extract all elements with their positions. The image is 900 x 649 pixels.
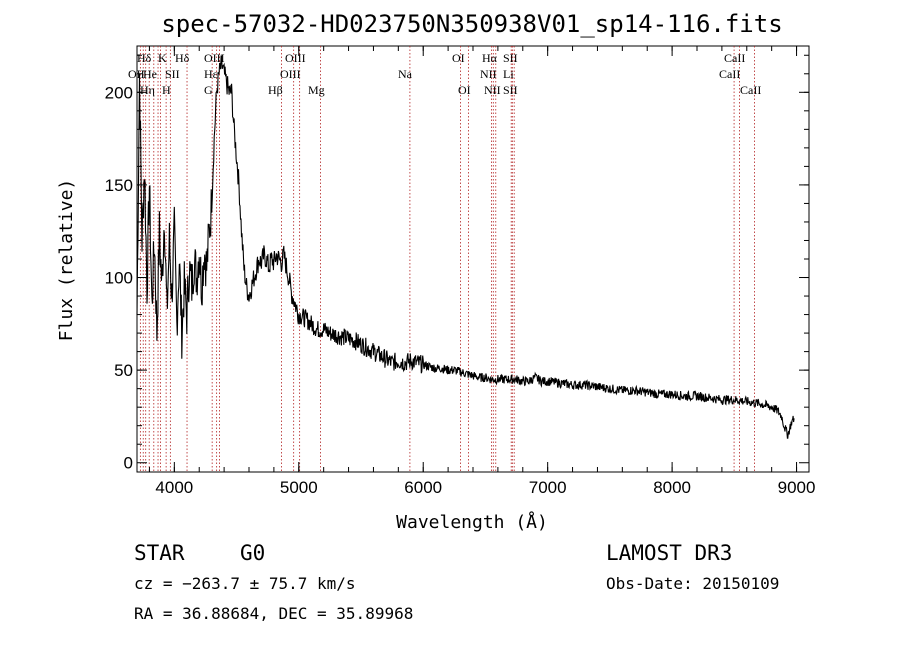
line-label-h: H <box>162 83 171 97</box>
line-label-oiii-2: OIII <box>285 51 306 65</box>
line-label-g: G <box>204 83 213 97</box>
spectral-line-markers <box>139 46 755 472</box>
spectral-line-labels: Hδ K Hδ OIII OIII OI Hα SII CaII OII He … <box>128 51 761 97</box>
line-label-oiii-3: OIII <box>280 67 301 81</box>
line-label-mg: Mg <box>308 83 325 97</box>
line-label-hepsilon: Hε <box>204 67 218 81</box>
line-label-sii-1: SII <box>503 51 518 65</box>
line-label-heta: Hη <box>140 83 155 97</box>
line-label-oi-2: OI <box>458 83 471 97</box>
survey-name: LAMOST DR3 <box>606 541 732 565</box>
line-label-oi-1: OI <box>452 51 465 65</box>
object-subclass: G0 <box>240 541 265 565</box>
line-label-oii: OII <box>128 67 145 81</box>
line-label-hdelta-2: Hδ <box>175 51 190 65</box>
plot-frame <box>136 45 810 473</box>
line-label-oiii-1: OIII <box>204 51 225 65</box>
line-label-halpha: Hα <box>482 51 498 65</box>
ra-dec: RA = 36.88684, DEC = 35.89968 <box>134 604 413 623</box>
y-tick-label: 150 <box>105 176 133 195</box>
x-tick-label: 6000 <box>404 478 442 497</box>
line-label-caii-2: CaII <box>719 67 740 81</box>
y-tick-label: 100 <box>105 269 133 288</box>
line-label-nii-2: NII <box>484 83 501 97</box>
flux-series-line <box>136 55 795 439</box>
axis-ticks: 4000 5000 6000 7000 8000 9000 0 50 100 150 200 <box>105 46 816 497</box>
chart-title: spec-57032-HD023750N350938V01_sp14-116.f… <box>161 10 782 38</box>
x-axis-label: Wavelength (Å) <box>396 511 548 533</box>
line-label-caii-1: CaII <box>724 51 745 65</box>
line-label-sii-2: SII <box>165 67 180 81</box>
y-tick-label: 200 <box>105 83 133 102</box>
x-tick-label: 9000 <box>778 478 816 497</box>
y-tick-label: 50 <box>114 361 133 380</box>
x-tick-label: 5000 <box>280 478 318 497</box>
redshift-cz: cz = −263.7 ± 75.7 km/s <box>134 574 356 593</box>
line-label-he: He <box>143 67 157 81</box>
line-label-caii-3: CaII <box>740 83 761 97</box>
line-label-sii-3: SII <box>503 83 518 97</box>
line-label-na: Na <box>398 67 413 81</box>
line-label-nii-1: NII <box>480 67 497 81</box>
line-label-hbeta: Hβ <box>268 83 283 97</box>
y-tick-label: 0 <box>124 454 133 473</box>
x-tick-label: 7000 <box>529 478 567 497</box>
line-label-hdelta-1: Hδ <box>137 51 152 65</box>
y-axis-label: Flux (relative) <box>56 179 77 342</box>
x-tick-label: 4000 <box>155 478 193 497</box>
observation-date: Obs-Date: 20150109 <box>606 574 779 593</box>
x-tick-label: 8000 <box>653 478 691 497</box>
line-label-k: K <box>158 51 167 65</box>
object-type: STAR <box>134 541 185 565</box>
line-label-li: Li <box>503 67 514 81</box>
